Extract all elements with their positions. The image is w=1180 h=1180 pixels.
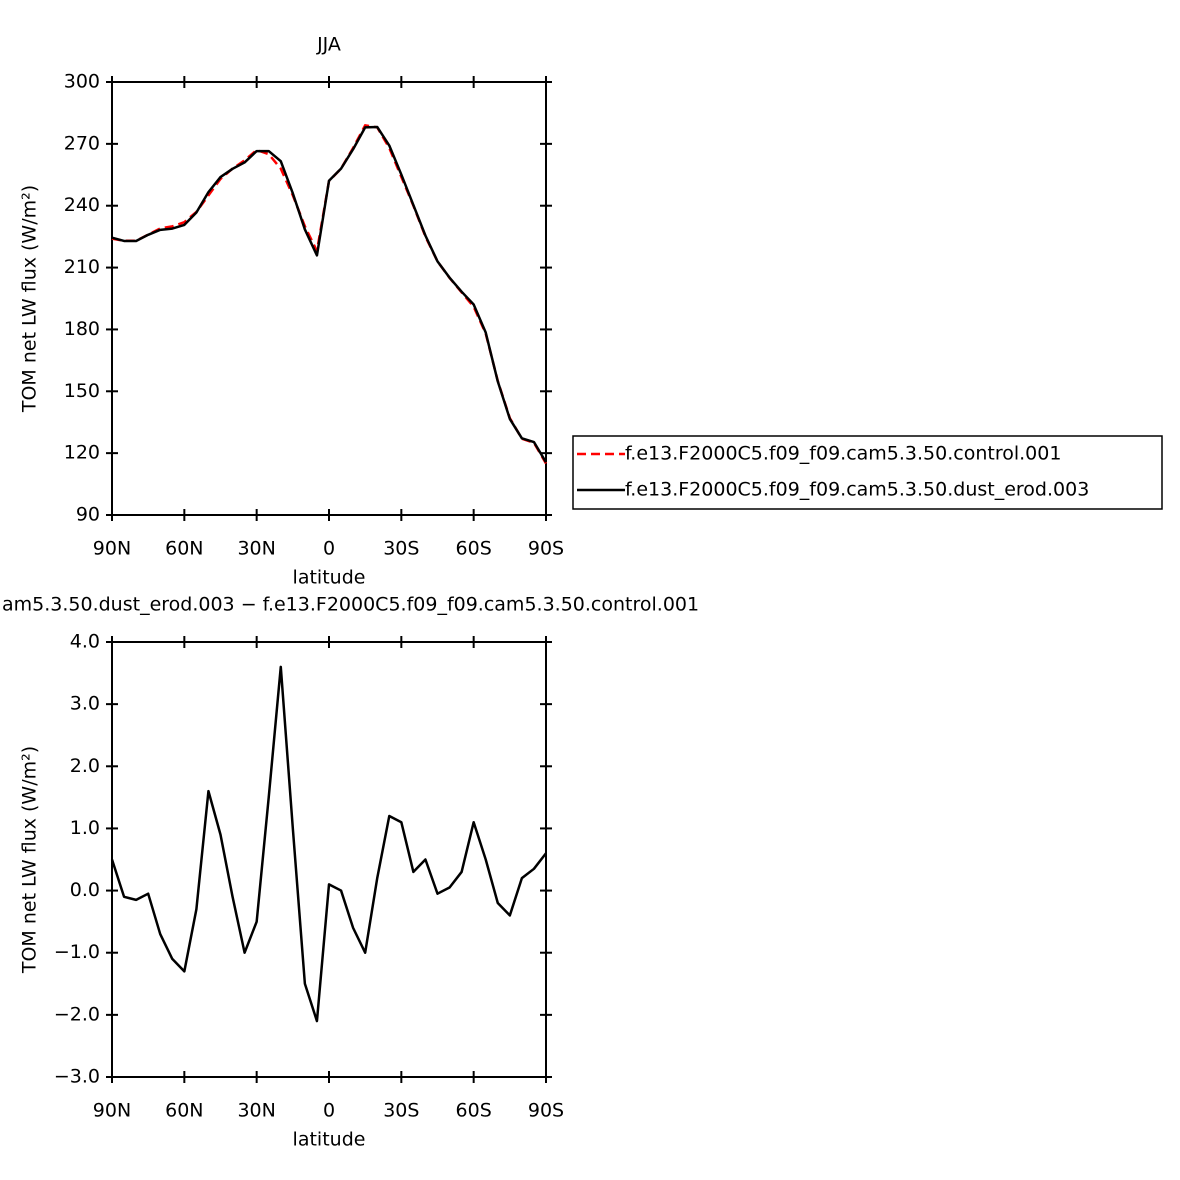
y-tick-label: 210: [64, 256, 100, 278]
x-tick-label: 0: [323, 1100, 335, 1122]
y-tick-label: 150: [64, 380, 100, 402]
x-tick-label: 30S: [383, 538, 419, 560]
x-tick-label: 60N: [165, 1100, 203, 1122]
x-tick-label: 90S: [528, 538, 564, 560]
y-tick-label: 3.0: [70, 693, 100, 715]
legend-box: [572, 435, 1163, 510]
y-tick-label: 90: [76, 504, 100, 526]
y-tick-label: 120: [64, 442, 100, 464]
y-tick-label: 240: [64, 194, 100, 216]
chart-title: JJA: [316, 34, 341, 56]
x-tick-label: 30N: [237, 1100, 275, 1122]
x-tick-label: 0: [323, 538, 335, 560]
x-axis-title: latitude: [293, 567, 366, 589]
x-tick-label: 90N: [93, 1100, 131, 1122]
x-tick-label: 90N: [93, 538, 131, 560]
y-tick-label: −1.0: [54, 941, 100, 963]
x-tick-label: 30S: [383, 1100, 419, 1122]
x-tick-label: 30N: [237, 538, 275, 560]
y-tick-label: 300: [64, 71, 100, 93]
data-line: [111, 125, 548, 463]
y-tick-label: −3.0: [54, 1066, 100, 1088]
x-axis-title: latitude: [293, 1129, 366, 1151]
legend-label: f.e13.F2000C5.f09_f09.cam5.3.50.dust_ero…: [625, 479, 1089, 501]
chart-title: am5.3.50.dust_erod.003 − f.e13.F2000C5.f…: [2, 594, 699, 616]
y-axis-title: TOM net LW flux (W/m²): [19, 746, 41, 974]
y-tick-label: 0.0: [70, 879, 100, 901]
x-tick-label: 60S: [456, 1100, 492, 1122]
x-tick-label: 60S: [456, 538, 492, 560]
y-tick-label: −2.0: [54, 1003, 100, 1025]
plot-frame: [111, 641, 547, 1078]
x-tick-label: 90S: [528, 1100, 564, 1122]
y-tick-label: 270: [64, 132, 100, 154]
data-line: [110, 665, 547, 1023]
y-axis-title: TOM net LW flux (W/m²): [19, 185, 41, 413]
data-line: [111, 124, 548, 465]
plot-frame: [111, 81, 547, 516]
x-tick-label: 60N: [165, 538, 203, 560]
y-tick-label: 1.0: [70, 817, 100, 839]
legend-label: f.e13.F2000C5.f09_f09.cam5.3.50.control.…: [625, 443, 1061, 465]
y-tick-label: 180: [64, 318, 100, 340]
y-tick-label: 4.0: [70, 631, 100, 653]
y-tick-label: 2.0: [70, 755, 100, 777]
